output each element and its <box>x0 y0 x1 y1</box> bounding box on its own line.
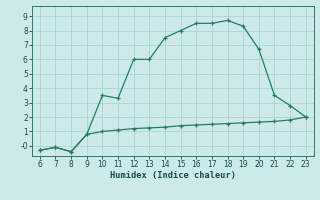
X-axis label: Humidex (Indice chaleur): Humidex (Indice chaleur) <box>110 171 236 180</box>
